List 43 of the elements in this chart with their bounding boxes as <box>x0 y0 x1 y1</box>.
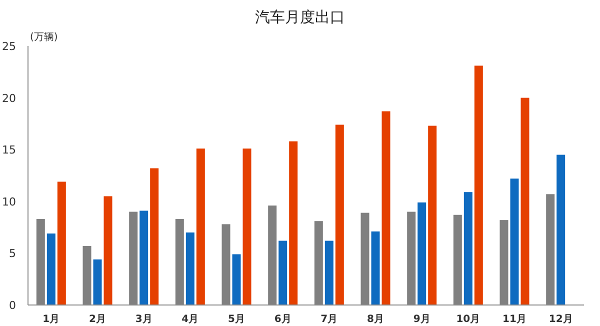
bar <box>242 148 252 305</box>
bar <box>382 111 390 305</box>
bar <box>150 168 159 305</box>
x-tick-label: 6月 <box>274 314 292 325</box>
bar <box>324 240 334 305</box>
bar <box>93 259 102 305</box>
bar <box>464 192 472 305</box>
x-tick-label: 5月 <box>228 314 245 325</box>
bar <box>520 98 530 305</box>
chart-title: 汽车月度出口 <box>255 8 345 26</box>
bar <box>335 124 344 305</box>
y-axis-title: (万辆) <box>30 31 58 43</box>
y-tick-label: 10 <box>2 195 16 208</box>
x-tick-label: 7月 <box>320 314 338 325</box>
bar <box>196 148 205 305</box>
bar <box>46 234 56 305</box>
bar <box>474 66 483 305</box>
x-tick-label: 3月 <box>135 314 152 325</box>
y-tick-label: 0 <box>9 299 16 312</box>
bar <box>140 210 148 305</box>
bar <box>57 182 66 305</box>
bar <box>371 231 380 305</box>
bar <box>186 232 194 305</box>
bar <box>278 240 288 305</box>
y-tick-label: 25 <box>2 40 16 53</box>
x-tick-label: 4月 <box>182 314 199 325</box>
x-tick-label: 1月 <box>42 314 60 325</box>
bar <box>556 154 566 305</box>
bar <box>510 178 519 305</box>
bar <box>104 196 112 305</box>
x-tick-label: 10月 <box>456 314 480 325</box>
x-tick-label: 11月 <box>502 314 526 325</box>
bar <box>289 141 298 305</box>
bar <box>428 126 437 305</box>
y-tick-label: 20 <box>2 92 16 105</box>
x-tick-label: 12月 <box>548 314 573 325</box>
bar <box>418 202 426 305</box>
y-tick-label: 15 <box>2 144 16 157</box>
bar <box>232 254 241 305</box>
x-tick-label: 8月 <box>367 314 384 325</box>
y-tick-label: 5 <box>9 247 16 260</box>
x-tick-label: 9月 <box>413 314 430 325</box>
x-tick-label: 2月 <box>89 314 106 325</box>
